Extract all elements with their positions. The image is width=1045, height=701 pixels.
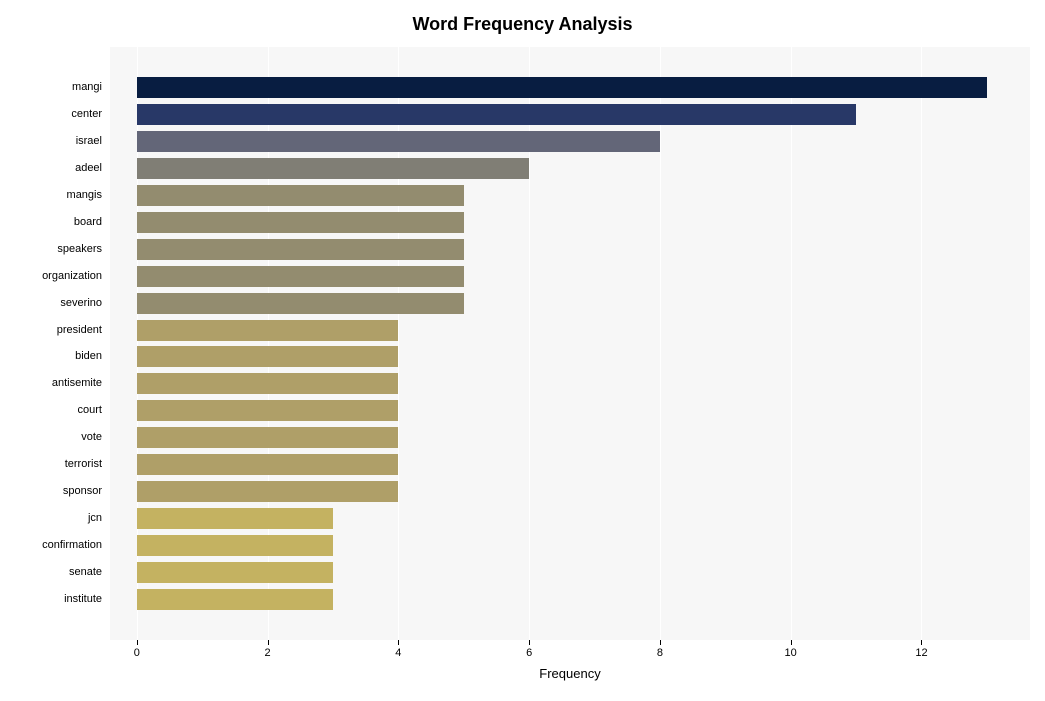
bar [137,535,333,556]
bar [137,481,399,502]
x-tick-mark [529,640,530,645]
x-tick-label: 10 [771,647,811,659]
bar [137,589,333,610]
y-tick-label: organization [0,270,102,282]
bar [137,185,464,206]
y-tick-label: israel [0,135,102,147]
chart-container: Word Frequency Analysis mangi center israe… [0,0,1045,701]
bar [137,239,464,260]
chart-title: Word Frequency Analysis [0,14,1045,35]
bar [137,266,464,287]
x-tick-label: 4 [378,647,418,659]
x-tick-label: 2 [248,647,288,659]
x-tick-mark [660,640,661,645]
bar [137,427,399,448]
bar [137,373,399,394]
bar [137,293,464,314]
x-tick-label: 0 [117,647,157,659]
bar [137,104,856,125]
y-tick-label: severino [0,297,102,309]
bar [137,158,529,179]
y-tick-label: terrorist [0,458,102,470]
y-tick-label: vote [0,431,102,443]
y-tick-label: center [0,108,102,120]
bar [137,212,464,233]
bar [137,77,987,98]
y-tick-label: antisemite [0,377,102,389]
x-tick-mark [268,640,269,645]
plot-area [110,47,1030,640]
grid-line [791,47,792,640]
y-tick-label: speakers [0,243,102,255]
bar [137,131,660,152]
y-tick-label: institute [0,593,102,605]
y-tick-label: sponsor [0,485,102,497]
bar [137,454,399,475]
x-tick-label: 8 [640,647,680,659]
y-tick-label: senate [0,566,102,578]
x-tick-mark [137,640,138,645]
y-tick-label: court [0,404,102,416]
y-tick-label: board [0,216,102,228]
grid-line [660,47,661,640]
y-tick-label: jcn [0,512,102,524]
x-tick-mark [791,640,792,645]
x-tick-label: 12 [901,647,941,659]
y-tick-label: adeel [0,162,102,174]
x-axis-title: Frequency [110,666,1030,681]
x-tick-label: 6 [509,647,549,659]
bar [137,346,399,367]
grid-line [921,47,922,640]
bar [137,400,399,421]
bar [137,562,333,583]
y-tick-label: president [0,324,102,336]
bar [137,508,333,529]
y-tick-label: mangis [0,189,102,201]
y-tick-label: mangi [0,81,102,93]
y-tick-label: confirmation [0,539,102,551]
y-tick-label: biden [0,350,102,362]
x-tick-mark [921,640,922,645]
bar [137,320,399,341]
x-tick-mark [398,640,399,645]
